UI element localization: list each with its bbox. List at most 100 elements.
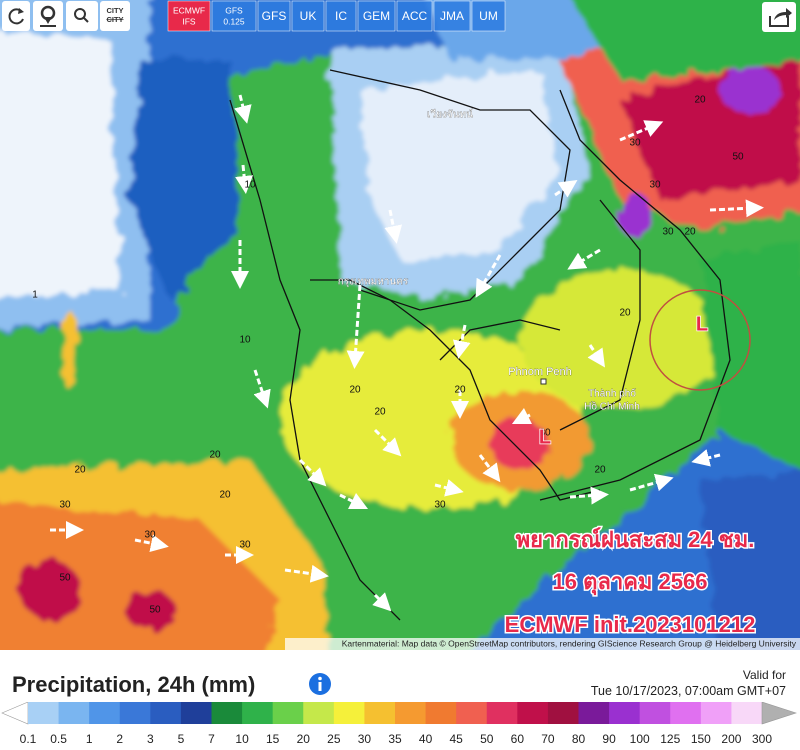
contour-label: 20: [209, 450, 221, 461]
scale-label: 30: [358, 732, 372, 746]
contour-label: 30: [649, 180, 661, 191]
wind-arrow: [475, 254, 502, 298]
scale-swatch: [578, 702, 610, 724]
wind-arrow: [346, 284, 365, 369]
scale-label: 300: [752, 732, 772, 746]
wind-arrow: [629, 473, 674, 492]
scale-swatch: [211, 702, 243, 724]
city-marker: [540, 378, 547, 385]
attribution-bg: [285, 638, 800, 650]
model-tab-label: IC: [335, 9, 347, 23]
scale-swatch: [150, 702, 182, 724]
contour-label: 20: [684, 227, 696, 238]
model-tab[interactable]: [433, 0, 471, 32]
reload-button[interactable]: [2, 1, 30, 31]
contour-label: 50: [59, 573, 71, 584]
model-tab[interactable]: [167, 0, 211, 32]
scale-swatch: [670, 702, 702, 724]
city-label: CITY: [106, 15, 123, 24]
wind-arrow: [284, 564, 329, 583]
scale-swatch: [28, 702, 60, 724]
contour-label: 20: [374, 407, 386, 418]
map[interactable]: 20 30 50 30 20 30 20 10 20 20 20 20 20 30 20 30 30 50 50 30…: [0, 0, 800, 650]
contour-label: 30: [59, 500, 71, 511]
contour-label: 30: [539, 428, 551, 439]
map-labels: 20 30 50 30 20 30 20 10 20 20 20 20 20 30 20 30 30 50 50 30…: [14, 7, 756, 639]
place-label: กรุงเทพมหานคร: [338, 277, 409, 288]
share-button[interactable]: [762, 2, 796, 32]
scale-label: 60: [511, 732, 525, 746]
model-tab[interactable]: [357, 0, 396, 32]
scale-label: 2: [116, 732, 123, 746]
scale-label: 35: [388, 732, 402, 746]
scale-swatch: [272, 702, 304, 724]
scale-arrow-left: [1, 702, 29, 725]
wind-arrow: [567, 248, 601, 270]
wind-arrow: [478, 454, 501, 483]
scale-swatch: [89, 702, 121, 724]
contour-label: 10: [244, 180, 256, 191]
scale-swatch: [180, 702, 212, 724]
legend-panel: Precipitation, 24h (mm) Valid for Tue 10…: [0, 650, 800, 750]
model-tab[interactable]: [396, 0, 433, 32]
place-label: Thành phố: [588, 388, 636, 400]
contour-label: 20: [74, 465, 86, 476]
scale-label: 40: [419, 732, 433, 746]
model-tab-label: UK: [300, 9, 317, 23]
scale-swatch: [425, 702, 457, 724]
scale-swatch: [303, 702, 335, 724]
contour-label: 20: [349, 385, 361, 396]
contour-label: 20: [594, 465, 606, 476]
model-tab-label: ECMWF: [173, 5, 205, 15]
legend-title: Precipitation, 24h (mm): [12, 672, 256, 697]
precip-field: [0, 0, 800, 650]
scale-swatch: [517, 702, 549, 724]
model-tab[interactable]: [257, 0, 291, 32]
zoom-handle: [83, 17, 89, 23]
pin-base: [40, 25, 56, 27]
scale-label: 15: [266, 732, 280, 746]
attribution: Kartenmaterial: Map data © OpenStreetMap…: [342, 638, 797, 648]
model-tab[interactable]: [471, 0, 506, 32]
valid-label: Valid for: [742, 668, 786, 682]
low-circle: [649, 289, 751, 391]
model-tab[interactable]: [325, 0, 357, 32]
city-button[interactable]: [100, 1, 130, 31]
wind-arrow: [384, 209, 403, 244]
model-tab[interactable]: [291, 0, 325, 32]
contour-label: 20: [694, 95, 706, 106]
zoom-icon: [74, 8, 86, 20]
scale-swatch: [486, 702, 518, 724]
wind-arrow: [554, 180, 578, 198]
wind-arrow: [569, 486, 609, 505]
reload-arrow: [18, 8, 24, 14]
model-tab-label: JMA: [440, 9, 464, 23]
model-tab-label: ACC: [402, 9, 428, 23]
scale-label: 45: [449, 732, 463, 746]
scale-label: 25: [327, 732, 341, 746]
scale-swatch: [119, 702, 151, 724]
contour-label: 30: [434, 500, 446, 511]
scale-label: 90: [602, 732, 616, 746]
scale-label: 1: [86, 732, 93, 746]
scale-swatch: [333, 702, 365, 724]
info-button[interactable]: [308, 672, 332, 696]
wind-arrow: [452, 324, 471, 359]
wind-arrow: [253, 369, 271, 409]
model-tab[interactable]: [211, 0, 257, 32]
wind-arrow: [134, 534, 169, 553]
scale-swatch: [58, 702, 90, 724]
model-tab-label: GEM: [363, 9, 390, 23]
low-marker: L: [539, 426, 551, 448]
scale-label: 200: [721, 732, 741, 746]
scale-label: 3: [147, 732, 154, 746]
place-label: เวียงจันทน์: [427, 109, 473, 121]
pin-tip: [44, 17, 52, 24]
zoom-button[interactable]: [66, 1, 98, 31]
scale-label: 7: [208, 732, 215, 746]
contour-label: 10: [239, 335, 251, 346]
scale-label: 80: [572, 732, 586, 746]
location-button[interactable]: [33, 1, 63, 31]
wind-arrow: [372, 592, 392, 612]
